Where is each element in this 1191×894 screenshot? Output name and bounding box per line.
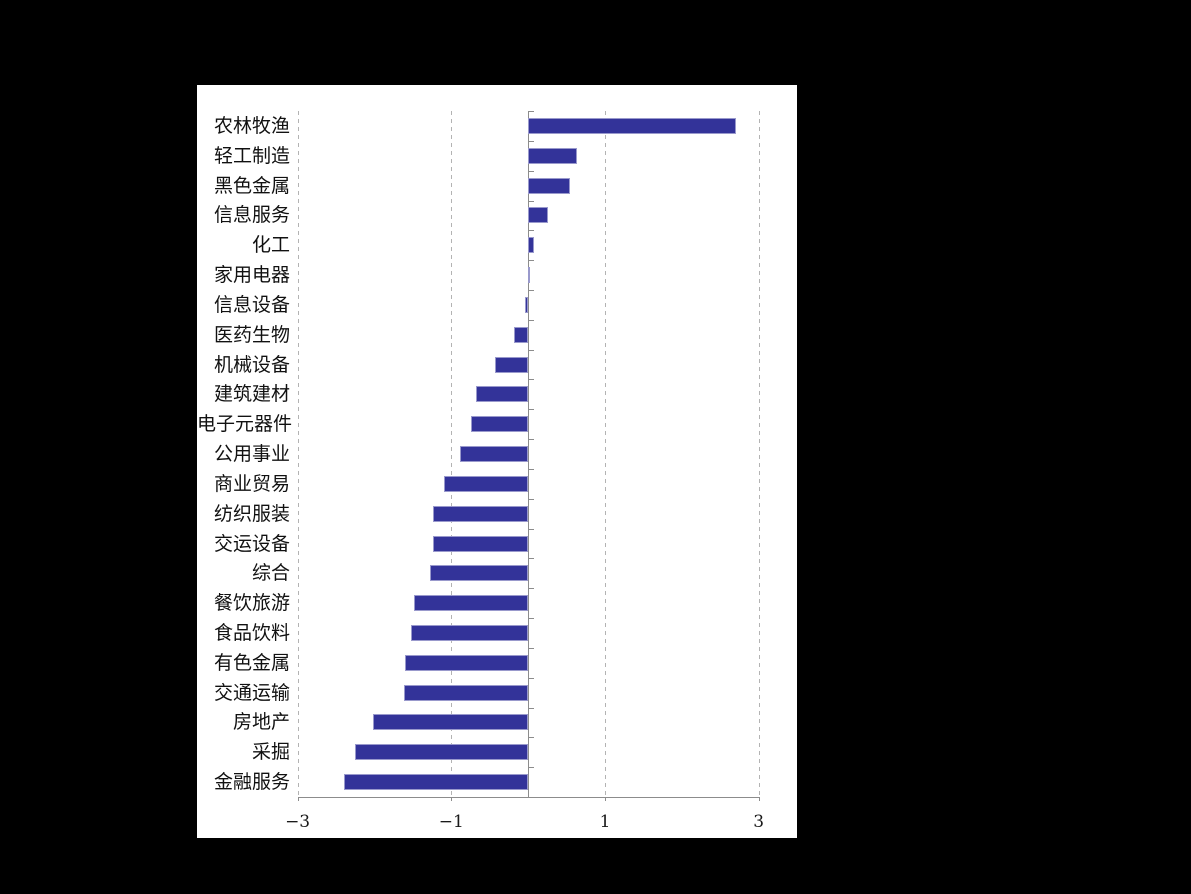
category-boundary-tick [529, 200, 535, 202]
bar [528, 207, 549, 224]
bar [414, 595, 529, 612]
category-label: 机械设备 [213, 353, 290, 376]
category-label: 采掘 [251, 741, 290, 764]
bar [528, 117, 737, 134]
category-boundary-tick [529, 558, 535, 560]
category-boundary-tick [529, 170, 535, 172]
bar [525, 296, 529, 313]
category-label: 化工 [251, 234, 290, 257]
category-label: 公用事业 [213, 443, 290, 465]
category-boundary-tick [529, 468, 535, 470]
category-label: 食品饮料 [213, 622, 290, 644]
x-axis-tick [297, 797, 299, 801]
x-gridline [451, 111, 453, 797]
bar [528, 267, 531, 283]
category-boundary-tick [529, 707, 535, 709]
category-label: 交运设备 [213, 532, 290, 555]
bar [372, 714, 529, 731]
category-boundary-tick [529, 618, 535, 619]
zero-axis-line [528, 111, 530, 797]
category-boundary-tick [529, 349, 535, 351]
category-boundary-tick [529, 111, 535, 112]
category-boundary-tick [529, 260, 535, 262]
category-boundary-tick [529, 140, 535, 142]
category-boundary-tick [529, 319, 535, 321]
category-boundary-tick [529, 647, 535, 649]
category-boundary-tick [529, 588, 535, 590]
category-label: 交通运输 [213, 681, 290, 704]
bar [514, 326, 529, 343]
category-label: 农林牧渔 [213, 114, 290, 137]
x-axis-tick [605, 797, 606, 801]
bar [528, 147, 578, 164]
category-label: 纺织服装 [213, 502, 290, 525]
category-label: 医药生物 [213, 323, 290, 346]
bar [343, 774, 529, 791]
category-boundary-tick [529, 409, 535, 411]
x-tick-label: 1 [599, 812, 611, 832]
x-tick-label: 3 [753, 812, 765, 832]
bar [475, 386, 529, 403]
category-label: 家用电器 [213, 264, 290, 286]
bar [355, 744, 529, 761]
x-gridline [297, 111, 299, 797]
category-boundary-tick [529, 379, 535, 381]
bar [495, 356, 529, 373]
bar [405, 654, 529, 671]
x-tick-label: −1 [438, 812, 464, 832]
category-boundary-tick [529, 677, 535, 679]
category-label: 轻工制造 [213, 144, 290, 167]
chart-surface: −3 −1 1 3 农林牧渔轻工制造黑色金属信息服务化工家用电器信息设备医药生物机械设备… [197, 85, 797, 838]
category-boundary-tick [529, 290, 535, 291]
bar [528, 177, 571, 194]
category-label: 商业贸易 [213, 472, 290, 495]
bar [444, 475, 529, 492]
bar [459, 446, 529, 462]
category-label: 信息服务 [213, 204, 290, 227]
bar [528, 237, 535, 254]
bar [432, 505, 529, 522]
bar [429, 565, 529, 582]
category-label: 综合 [251, 562, 290, 585]
category-boundary-tick [529, 767, 535, 769]
bar [410, 625, 529, 641]
x-axis-tick [758, 797, 760, 801]
category-boundary-tick [529, 230, 535, 232]
category-label: 金融服务 [213, 771, 290, 794]
category-label: 信息设备 [213, 293, 290, 316]
x-gridline [758, 111, 760, 797]
bar [432, 535, 529, 552]
category-label: 有色金属 [213, 651, 290, 674]
category-label: 黑色金属 [213, 174, 290, 197]
x-axis-line [297, 797, 759, 798]
category-label: 餐饮旅游 [213, 592, 290, 615]
x-tick-label: −3 [285, 812, 311, 832]
category-label: 建筑建材 [213, 383, 290, 406]
x-gridline [605, 111, 606, 797]
category-label: 房地产 [232, 711, 290, 734]
category-boundary-tick [529, 528, 535, 530]
x-axis-tick [451, 797, 453, 801]
bar [404, 684, 529, 701]
bar [471, 416, 529, 433]
category-boundary-tick [529, 498, 535, 500]
category-boundary-tick [529, 737, 535, 739]
category-label: 电子元器件 [197, 413, 293, 436]
category-boundary-tick [529, 439, 535, 441]
